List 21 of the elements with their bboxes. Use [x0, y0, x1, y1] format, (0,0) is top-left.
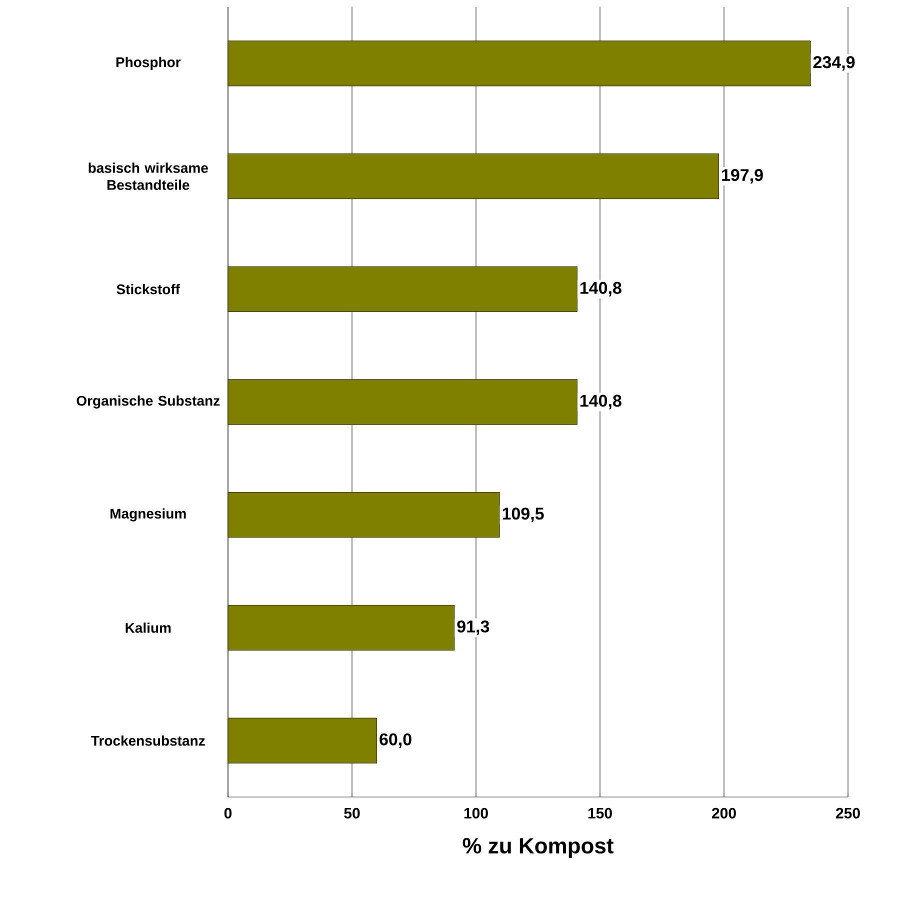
data-label: 234,9: [813, 56, 855, 71]
x-tick-label: 200: [712, 808, 736, 818]
x-tick-label: 50: [344, 808, 360, 818]
data-label: 197,9: [722, 169, 763, 184]
x-tick-label: 250: [836, 808, 860, 818]
data-label: 91,3: [457, 620, 490, 635]
y-tick-label: basisch wirksame Bestandteile: [88, 162, 208, 190]
data-label: 140,8: [580, 282, 622, 296]
data-label: 60,0: [380, 733, 412, 748]
x-tick-label: 0: [224, 808, 232, 818]
x-axis-title: % zu Kompost: [462, 838, 614, 858]
data-label: 109,5: [502, 508, 544, 522]
y-tick-label: Kalium: [126, 622, 171, 633]
y-tick-label: Magnesium: [110, 508, 186, 522]
data-label: 140,8: [580, 394, 622, 410]
y-tick-label: Trockensubstanz: [91, 735, 205, 746]
y-tick-label: Stickstoff: [116, 284, 180, 294]
y-tick-label: Organische Substanz: [76, 395, 220, 409]
x-tick-label: 150: [588, 808, 612, 818]
y-tick-label: Phosphor: [116, 56, 181, 70]
x-tick-label: 100: [464, 808, 488, 818]
